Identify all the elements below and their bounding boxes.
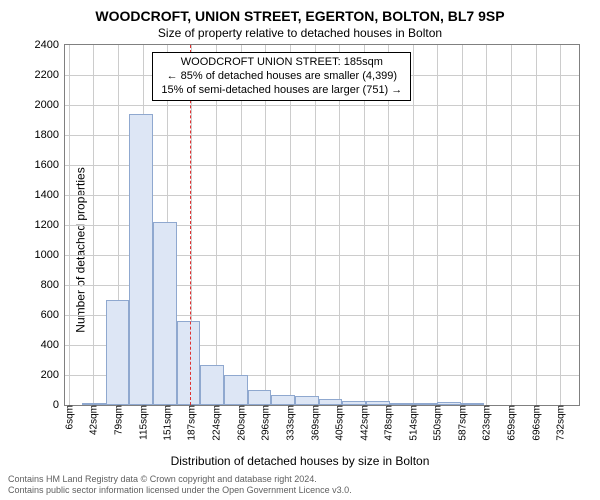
annotation-line-1: WOODCROFT UNION STREET: 185sqm [161, 56, 402, 70]
footer-line-1: Contains HM Land Registry data © Crown c… [8, 474, 352, 485]
histogram-bar [366, 401, 390, 405]
histogram-bar [106, 300, 130, 405]
x-tick-label: 187sqm [185, 405, 198, 441]
x-tick-label: 514sqm [406, 405, 419, 441]
chart-title: WOODCROFT, UNION STREET, EGERTON, BOLTON… [0, 8, 600, 24]
y-tick-label: 1800 [35, 129, 65, 141]
annotation-box: WOODCROFT UNION STREET: 185sqm ← 85% of … [152, 52, 411, 101]
y-tick-label: 1000 [35, 249, 65, 261]
y-tick-label: 600 [41, 309, 65, 321]
x-tick-label: 6sqm [63, 405, 76, 429]
histogram-bar [437, 402, 461, 405]
grid-line-v [511, 45, 512, 405]
x-tick-label: 623sqm [480, 405, 493, 441]
histogram-bar [271, 395, 295, 406]
histogram-bar [319, 399, 343, 405]
x-tick-label: 442sqm [357, 405, 370, 441]
histogram-bar [248, 390, 272, 405]
histogram-bar [295, 396, 319, 405]
y-tick-label: 1600 [35, 159, 65, 171]
plot-area: 0200400600800100012001400160018002000220… [64, 44, 580, 406]
x-tick-label: 260sqm [234, 405, 247, 441]
grid-line-v [536, 45, 537, 405]
grid-line-v [69, 45, 70, 405]
histogram-bar [390, 403, 414, 405]
y-tick-label: 400 [41, 339, 65, 351]
x-tick-label: 369sqm [308, 405, 321, 441]
histogram-bar [342, 401, 366, 406]
x-tick-label: 224sqm [210, 405, 223, 441]
y-tick-label: 1200 [35, 219, 65, 231]
annotation-line-2: ← 85% of detached houses are smaller (4,… [161, 70, 402, 84]
chart-subtitle: Size of property relative to detached ho… [0, 26, 600, 40]
grid-line-v [560, 45, 561, 405]
y-tick-label: 2200 [35, 69, 65, 81]
chart-container: WOODCROFT, UNION STREET, EGERTON, BOLTON… [0, 0, 600, 500]
grid-line-v [462, 45, 463, 405]
x-tick-label: 42sqm [87, 405, 100, 435]
histogram-bar [461, 403, 485, 405]
x-tick-label: 587sqm [455, 405, 468, 441]
histogram-bar [153, 222, 177, 405]
y-tick-label: 800 [41, 279, 65, 291]
grid-line-v [93, 45, 94, 405]
grid-line-v [437, 45, 438, 405]
x-tick-label: 296sqm [259, 405, 272, 441]
x-tick-label: 115sqm [136, 405, 149, 440]
x-tick-label: 151sqm [161, 405, 174, 441]
x-tick-label: 696sqm [529, 405, 542, 441]
x-tick-label: 478sqm [382, 405, 395, 441]
y-tick-label: 200 [41, 369, 65, 381]
histogram-bar [200, 365, 224, 406]
histogram-bar [129, 114, 153, 405]
x-axis-label: Distribution of detached houses by size … [0, 454, 600, 468]
x-tick-label: 405sqm [332, 405, 345, 441]
histogram-bar [413, 403, 437, 405]
annotation-line-3: 15% of semi-detached houses are larger (… [161, 84, 402, 98]
grid-line-v [413, 45, 414, 405]
histogram-bar [224, 375, 248, 405]
grid-line-v [486, 45, 487, 405]
x-tick-label: 659sqm [504, 405, 517, 441]
footer-attribution: Contains HM Land Registry data © Crown c… [8, 474, 352, 496]
x-tick-label: 732sqm [554, 405, 567, 441]
y-tick-label: 2000 [35, 99, 65, 111]
y-tick-label: 1400 [35, 189, 65, 201]
x-tick-label: 550sqm [430, 405, 443, 441]
x-tick-label: 79sqm [112, 405, 125, 435]
footer-line-2: Contains public sector information licen… [8, 485, 352, 496]
y-tick-label: 2400 [35, 39, 65, 51]
x-tick-label: 333sqm [284, 405, 297, 441]
histogram-bar [177, 321, 201, 405]
histogram-bar [82, 403, 106, 405]
